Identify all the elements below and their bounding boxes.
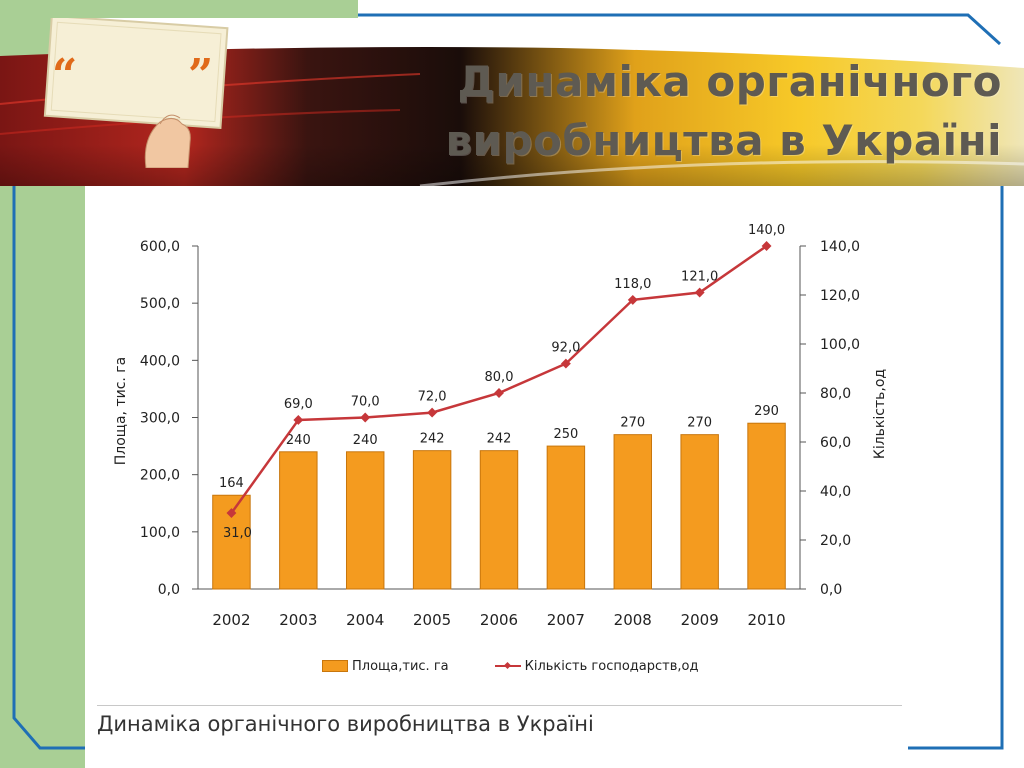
y-right-tick-label: 100,0 xyxy=(820,337,860,353)
svg-text:“: “ xyxy=(52,50,77,101)
line-point xyxy=(427,407,438,418)
y-left-tick-label: 200,0 xyxy=(140,468,180,484)
bar xyxy=(479,450,519,590)
line-point xyxy=(560,358,571,369)
legend-label-area: Площа,тис. га xyxy=(352,658,449,674)
x-tick-label: 2009 xyxy=(681,611,719,629)
y-right-tick-label: 20,0 xyxy=(820,533,851,549)
bar-data-label: 164 xyxy=(219,476,244,491)
line-point xyxy=(694,287,705,298)
bar-data-label: 270 xyxy=(620,416,645,431)
bar-data-label: 270 xyxy=(687,416,712,431)
legend-item-area: Площа,тис. га xyxy=(322,659,449,674)
line-data-label: 92,0 xyxy=(551,341,580,356)
bar-data-label: 242 xyxy=(420,432,445,447)
x-tick-label: 2003 xyxy=(279,611,317,629)
line-data-label: 121,0 xyxy=(681,270,718,285)
bar xyxy=(613,434,653,590)
line-data-label: 72,0 xyxy=(418,390,447,405)
chart-legend: Площа,тис. га Кількість господарств,од xyxy=(322,656,744,676)
y-right-tick-label: 60,0 xyxy=(820,435,851,451)
quote-close-icon: ” xyxy=(188,50,213,101)
quote-open-icon: “ xyxy=(52,50,77,101)
bar-data-label: 240 xyxy=(286,433,311,448)
y-right-axis-title: Кількість,од xyxy=(872,369,888,459)
line-data-label: 80,0 xyxy=(485,370,514,385)
x-tick-label: 2005 xyxy=(413,611,451,629)
y-right-tick-label: 0,0 xyxy=(820,582,842,598)
line-point xyxy=(293,415,304,425)
y-left-tick-label: 400,0 xyxy=(140,353,180,369)
x-tick-label: 2006 xyxy=(480,611,518,629)
y-left-axis-title: Площа, тис. га xyxy=(113,357,129,466)
hand-holding-card-icon: “ ” xyxy=(43,14,229,169)
bar xyxy=(279,451,318,590)
y-left-tick-label: 500,0 xyxy=(140,296,180,312)
y-right-tick-label: 120,0 xyxy=(820,288,860,304)
line-point xyxy=(494,388,504,398)
line-point xyxy=(226,508,237,518)
line-data-label: 31,0 xyxy=(223,526,252,541)
x-tick-label: 2010 xyxy=(747,611,785,629)
bar-data-label: 250 xyxy=(553,427,578,442)
y-left-tick-label: 100,0 xyxy=(140,525,180,541)
quote-note-card: “ ” xyxy=(42,14,232,169)
line-point xyxy=(360,412,371,423)
x-tick-label: 2007 xyxy=(547,611,585,629)
y-right-tick-label: 40,0 xyxy=(820,484,851,500)
bar-data-label: 242 xyxy=(487,432,512,447)
line-data-label: 140,0 xyxy=(748,223,785,238)
x-tick-label: 2004 xyxy=(346,611,384,629)
caption-divider xyxy=(97,705,902,706)
chart-caption: Динаміка органічного виробництва в Украї… xyxy=(97,712,594,736)
green-top-band xyxy=(0,0,358,18)
line-point xyxy=(761,241,772,251)
bar xyxy=(212,494,251,590)
svg-text:”: ” xyxy=(188,50,213,101)
y-left-tick-label: 300,0 xyxy=(140,411,180,427)
line-point xyxy=(627,294,638,305)
bar xyxy=(412,450,452,590)
line-data-label: 70,0 xyxy=(351,395,380,410)
legend-swatch-bar xyxy=(322,660,348,672)
y-right-tick-label: 140,0 xyxy=(820,239,860,255)
bar xyxy=(345,451,385,590)
slide-title-line-2: виробництва в Україні xyxy=(445,116,1002,165)
bar xyxy=(680,434,719,590)
x-tick-label: 2002 xyxy=(212,611,250,629)
legend-swatch-line xyxy=(494,661,521,671)
line-data-label: 118,0 xyxy=(614,277,651,292)
x-tick-label: 2008 xyxy=(614,611,652,629)
bar xyxy=(546,445,586,590)
slide-title-line-1: Динаміка органічного xyxy=(457,57,1002,106)
y-left-tick-label: 600,0 xyxy=(140,239,180,255)
legend-item-farms: Кількість господарств,од xyxy=(494,658,699,674)
y-left-tick-label: 0,0 xyxy=(158,582,180,598)
y-right-tick-label: 80,0 xyxy=(820,386,851,402)
bar xyxy=(747,422,786,590)
bar-data-label: 240 xyxy=(353,433,378,448)
bar-data-label: 290 xyxy=(754,404,779,419)
legend-label-farms: Кількість господарств,од xyxy=(524,658,699,674)
line-data-label: 69,0 xyxy=(284,397,313,412)
